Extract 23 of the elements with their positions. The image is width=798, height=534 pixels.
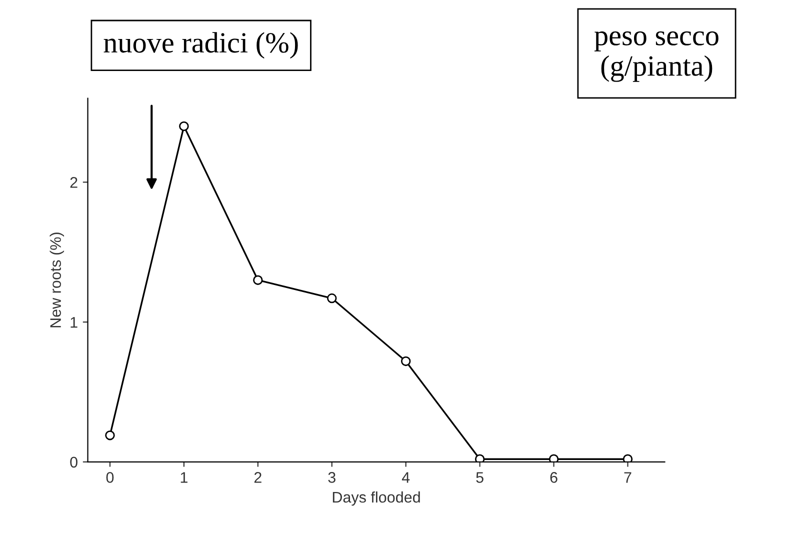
x-tick-label: 7 — [624, 472, 632, 483]
y-tick-label: 2 — [70, 177, 78, 188]
point — [105, 430, 115, 440]
text: nuove radici (%) — [104, 32, 298, 59]
x-tick-label: 2 — [254, 472, 262, 483]
y-tick-label: 0 — [70, 456, 78, 468]
y-tick-label: 1 — [70, 317, 78, 328]
x-tick-label: 4 — [402, 472, 410, 483]
x-tick-label: 3 — [328, 472, 336, 483]
point — [622, 454, 633, 462]
point — [548, 454, 559, 462]
point — [400, 356, 411, 366]
y-axis-title: New roots (%) — [50, 232, 64, 328]
x-axis-title: Days flooded — [332, 491, 420, 506]
point — [253, 275, 263, 285]
point — [474, 454, 485, 462]
point — [179, 121, 189, 132]
x-tick-label: 6 — [550, 472, 558, 483]
x-tick-label: 5 — [476, 472, 484, 483]
x-tick-label: 1 — [180, 472, 188, 483]
text: peso secco (g/pianta) — [594, 31, 718, 82]
point — [327, 293, 337, 304]
x-tick-label: 0 — [106, 472, 114, 483]
